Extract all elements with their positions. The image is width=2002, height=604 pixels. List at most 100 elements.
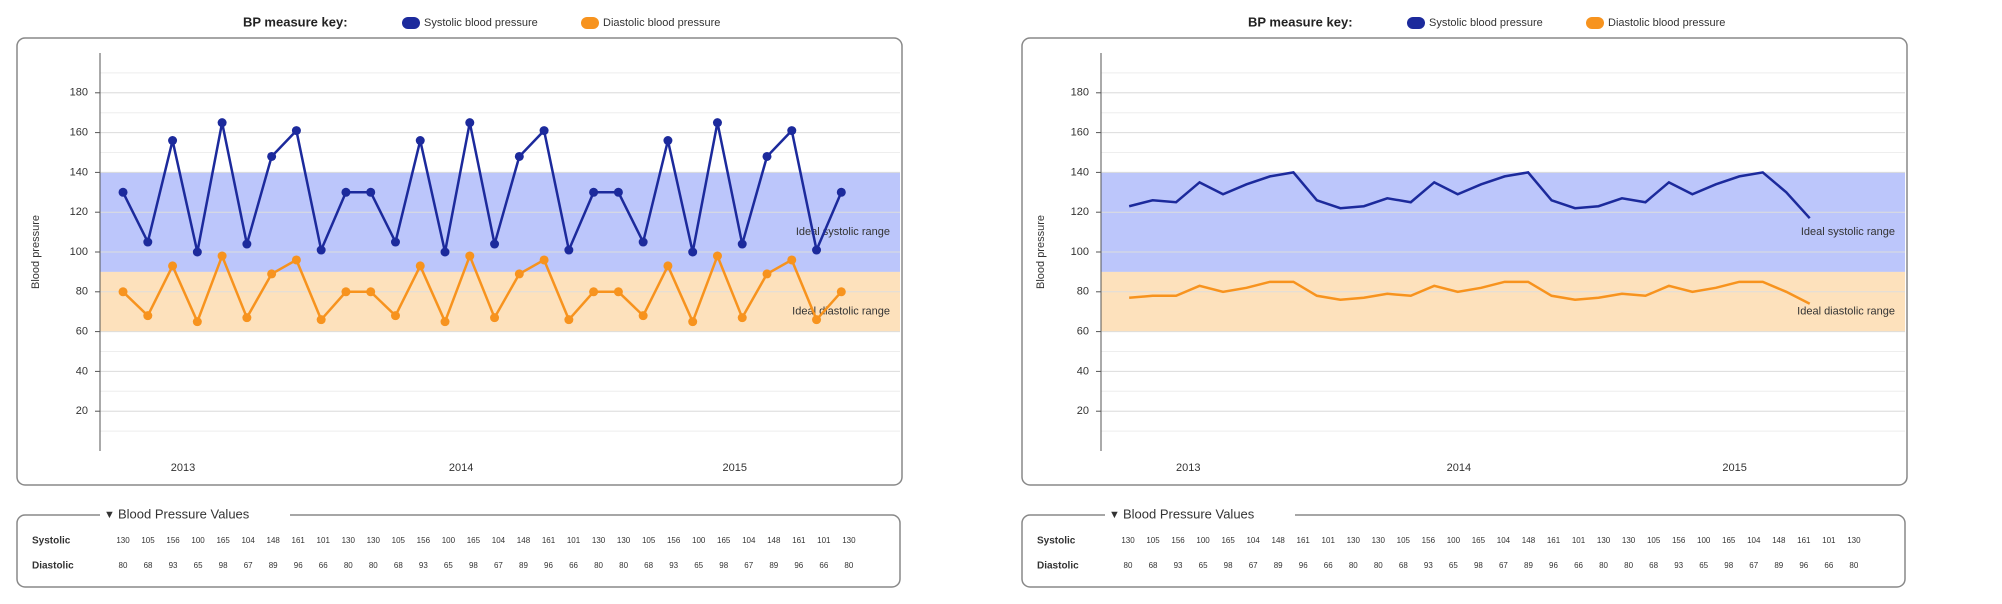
cell: 100 xyxy=(1196,536,1210,545)
cell: 105 xyxy=(1146,536,1160,545)
cell: 148 xyxy=(1522,536,1536,545)
cell: 68 xyxy=(1649,561,1658,570)
data-point xyxy=(836,287,846,297)
cell: 80 xyxy=(844,561,853,570)
data-point xyxy=(613,287,623,297)
data-point xyxy=(192,317,202,327)
y-tick-label: 140 xyxy=(70,166,88,178)
cell: 130 xyxy=(116,536,130,545)
cell: 101 xyxy=(1572,536,1586,545)
cell: 93 xyxy=(1174,561,1183,570)
cell: 80 xyxy=(594,561,603,570)
cell: 161 xyxy=(1297,536,1311,545)
data-point xyxy=(341,187,351,197)
cell: 66 xyxy=(819,561,828,570)
cell: 130 xyxy=(1847,536,1861,545)
cell: 104 xyxy=(241,536,255,545)
cell: 96 xyxy=(794,561,803,570)
cell: 105 xyxy=(642,536,656,545)
cell: 161 xyxy=(1547,536,1561,545)
cell: 65 xyxy=(194,561,203,570)
y-tick-label: 120 xyxy=(70,206,88,218)
cell: 161 xyxy=(792,536,806,545)
y-tick-label: 160 xyxy=(1071,127,1089,139)
data-point xyxy=(589,187,599,197)
cell: 156 xyxy=(1171,536,1185,545)
data-point xyxy=(688,317,698,327)
title-bg xyxy=(100,507,290,523)
data-point xyxy=(539,255,549,265)
cell: 65 xyxy=(444,561,453,570)
y-tick-label: 180 xyxy=(70,87,88,99)
data-point xyxy=(539,126,549,136)
data-point xyxy=(737,313,747,323)
values-table: ▼ Blood Pressure Values Systolic 130 105 156 1… xyxy=(16,506,901,588)
x-tick-label: 2013 xyxy=(171,462,195,474)
data-point xyxy=(415,261,425,271)
y-tick-label: 40 xyxy=(76,365,88,377)
y-tick-label: 100 xyxy=(1071,246,1089,258)
y-axis-label: Blood pressure xyxy=(30,215,42,289)
y-tick-label: 60 xyxy=(1077,326,1089,338)
cell: 148 xyxy=(767,536,781,545)
key-title: BP measure key: xyxy=(1248,14,1353,29)
data-point xyxy=(490,239,500,249)
data-point xyxy=(564,245,574,255)
band-label: Ideal systolic range xyxy=(1801,226,1895,238)
cell: 165 xyxy=(1472,536,1486,545)
cell: 100 xyxy=(1447,536,1461,545)
range-band xyxy=(1101,172,1905,272)
cell: 68 xyxy=(144,561,153,570)
cell: 80 xyxy=(1349,561,1358,570)
cell: 66 xyxy=(1324,561,1333,570)
cell: 165 xyxy=(717,536,731,545)
cell: 89 xyxy=(1274,561,1283,570)
series-line xyxy=(1128,171,1811,220)
data-point xyxy=(812,315,822,325)
cell: 80 xyxy=(344,561,353,570)
cell: 130 xyxy=(342,536,356,545)
data-point xyxy=(267,269,277,279)
cell: 67 xyxy=(1749,561,1758,570)
data-point xyxy=(688,247,698,257)
cell: 89 xyxy=(1774,561,1783,570)
data-point xyxy=(217,118,227,128)
data-point xyxy=(366,187,376,197)
cell: 148 xyxy=(517,536,531,545)
values-table: ▼ Blood Pressure Values Systolic 130 105 156 1… xyxy=(1021,506,1906,588)
cell: 156 xyxy=(1422,536,1436,545)
cell: 156 xyxy=(667,536,681,545)
cell: 67 xyxy=(244,561,253,570)
cell: 105 xyxy=(392,536,406,545)
cell: 100 xyxy=(1697,536,1711,545)
y-tick-label: 120 xyxy=(1071,206,1089,218)
data-point xyxy=(613,187,623,197)
cell: 98 xyxy=(469,561,478,570)
cell: 105 xyxy=(1397,536,1411,545)
cell: 161 xyxy=(542,536,556,545)
data-point xyxy=(390,311,400,321)
cell: 98 xyxy=(1724,561,1733,570)
data-point xyxy=(143,237,153,247)
legend-swatch xyxy=(402,17,420,29)
data-point xyxy=(242,239,252,249)
cell: 93 xyxy=(419,561,428,570)
data-point xyxy=(836,187,846,197)
panel: BP measure key: Systolic blood pressure Di… xyxy=(16,14,903,486)
data-point xyxy=(168,136,178,146)
cell: 96 xyxy=(1799,561,1808,570)
cell: 101 xyxy=(567,536,581,545)
data-point xyxy=(465,118,475,128)
cell: 89 xyxy=(269,561,278,570)
data-point xyxy=(316,245,326,255)
cell: 93 xyxy=(1424,561,1433,570)
cell: 80 xyxy=(1599,561,1608,570)
data-point xyxy=(762,269,772,279)
cell: 104 xyxy=(1747,536,1761,545)
cell: 130 xyxy=(1372,536,1386,545)
y-tick-label: 20 xyxy=(1077,405,1089,417)
cell: 80 xyxy=(1849,561,1858,570)
cell: 101 xyxy=(317,536,331,545)
data-point xyxy=(514,151,524,161)
series-line xyxy=(122,252,843,325)
